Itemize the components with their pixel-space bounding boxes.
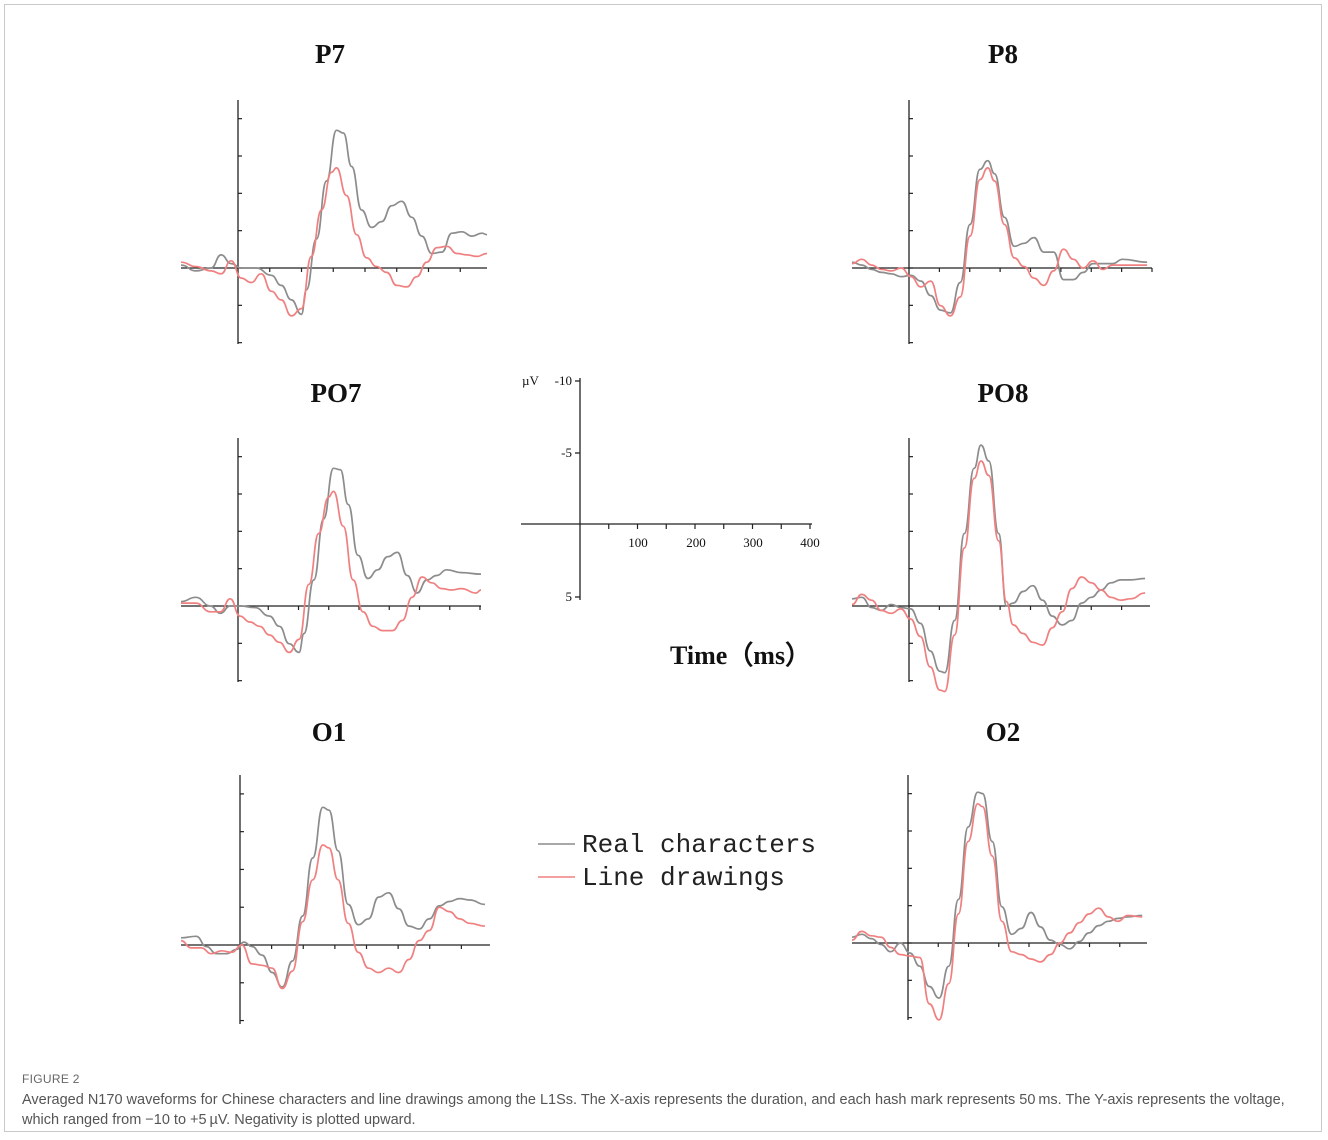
series-line-real-characters [851, 444, 1146, 674]
figure-caption: Averaged N170 waveforms for Chinese char… [22, 1092, 1285, 1128]
scale-y-tick-label: -5 [561, 445, 572, 460]
series-line-real-characters [180, 467, 482, 654]
figure-frame [4, 4, 1322, 1132]
legend-label-real-characters: Real characters [582, 830, 816, 860]
series-line-line-drawings [180, 167, 488, 317]
series-line-line-drawings [851, 167, 1148, 317]
panel-p7: P7 [180, 39, 488, 344]
scale-x-tick-label: 300 [743, 535, 763, 550]
panel-o2: O2 [851, 717, 1147, 1021]
panel-title: P7 [315, 39, 345, 69]
series-line-real-characters [180, 129, 488, 316]
panel-title: P8 [988, 39, 1018, 69]
series-line-line-drawings [181, 490, 482, 654]
panel-title: O1 [312, 717, 347, 747]
scale-y-tick-label: 5 [566, 589, 573, 604]
series-line-line-drawings [180, 844, 485, 990]
series-line-real-characters [180, 806, 485, 988]
series-line-real-characters [851, 159, 1148, 314]
panel-title: O2 [986, 717, 1021, 747]
scale-x-tick-label: 100 [628, 535, 648, 550]
series-line-real-characters [851, 791, 1143, 999]
panel-po7: PO7 [180, 378, 482, 682]
scale-y-tick-label: -10 [555, 373, 572, 388]
legend-label-line-drawings: Line drawings [582, 863, 785, 893]
scale-axis: µV -10 -5 5 100 200 300 400 Time（ms） [521, 373, 820, 670]
series-line-line-drawings [851, 802, 1143, 1021]
panel-p8: P8 [851, 39, 1153, 344]
scale-x-axis-title: Time（ms） [670, 641, 811, 670]
figure-label: FIGURE 2 [22, 1072, 80, 1086]
erp-figure: P7 P8 PO7 PO8 O1 O2 µV -10 -5 5 100 200 300 4… [180, 39, 1153, 1024]
scale-x-tick-label: 200 [686, 535, 706, 550]
panel-po8: PO8 [851, 378, 1150, 693]
scale-x-tick-label: 400 [800, 535, 820, 550]
panel-title: PO8 [978, 378, 1029, 408]
scale-y-unit: µV [522, 373, 539, 388]
panel-title: PO7 [311, 378, 362, 408]
series-line-line-drawings [851, 460, 1146, 693]
panel-o1: O1 [180, 717, 490, 1024]
legend: Real characters Line drawings [538, 830, 816, 893]
